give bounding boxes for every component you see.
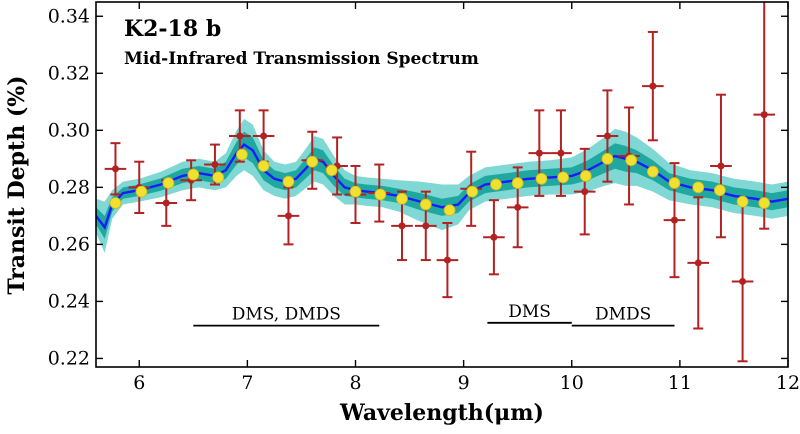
binned-model-point: [557, 171, 569, 184]
binned-model-point: [535, 172, 548, 185]
x-tick-label: 11: [668, 372, 692, 394]
y-tick-label: 0.30: [48, 119, 90, 141]
observed-marker: [162, 199, 170, 207]
y-tick-label: 0.22: [48, 347, 90, 369]
observed-point: [483, 199, 505, 276]
observed-marker: [236, 132, 244, 140]
observed-point: [710, 93, 732, 239]
chart-title: K2-18 b: [124, 16, 221, 42]
observed-point: [104, 142, 127, 196]
x-axis-title: Wavelength(μm): [339, 400, 544, 426]
observed-marker: [694, 259, 702, 267]
binned-model-point: [490, 178, 502, 191]
x-axis: 6 7 8 9 10 11 12: [133, 2, 800, 394]
observed-point: [596, 89, 619, 183]
observed-marker: [284, 212, 292, 220]
y-tick-label: 0.24: [48, 290, 90, 312]
observed-marker: [443, 256, 451, 264]
binned-model-point: [466, 185, 479, 198]
binned-model-point: [692, 181, 705, 194]
binned-model-point: [646, 165, 659, 178]
x-tick-label: 6: [133, 372, 145, 394]
x-tick-label: 8: [349, 372, 361, 394]
observed-point: [277, 186, 300, 246]
annotation-label: DMDS: [595, 305, 651, 325]
binned-model-point: [162, 177, 175, 189]
observed-point: [642, 30, 664, 142]
x-tick-label: 7: [241, 372, 253, 394]
binned-model-point: [396, 192, 408, 205]
x-tick-label: 9: [458, 372, 470, 394]
observed-marker: [111, 165, 119, 173]
y-axis: 0.22 0.24 0.26 0.28 0.30 0.32 0.34: [48, 5, 788, 369]
binned-model-point: [736, 195, 749, 208]
y-axis-title: Transit Depth (%): [4, 75, 30, 294]
observed-marker: [490, 233, 498, 241]
binned-model-point: [668, 177, 681, 189]
model-uncertainty-bands: [96, 118, 788, 253]
binned-model-point: [443, 204, 456, 217]
x-tick-label: 10: [560, 372, 584, 394]
observed-point: [731, 200, 754, 363]
plot-area: DMS, DMDS DMS DMDS: [96, 2, 788, 363]
model-1sigma-band: [96, 131, 788, 239]
binned-model-point: [187, 168, 200, 181]
binned-model-point: [601, 152, 614, 165]
binned-model-point: [713, 184, 726, 197]
observed-marker: [535, 149, 543, 157]
observed-marker: [211, 161, 219, 169]
observed-marker: [717, 162, 725, 170]
molecule-annotations: DMS, DMDS DMS DMDS: [193, 302, 675, 327]
binned-model-point: [325, 164, 338, 177]
observed-point: [436, 221, 459, 299]
y-tick-label: 0.28: [48, 176, 90, 198]
annotation-label: DMS, DMDS: [232, 305, 341, 325]
binned-model-point: [306, 155, 319, 168]
binned-model-point: [109, 197, 122, 209]
binned-model-point: [758, 197, 771, 209]
observed-marker: [739, 277, 747, 285]
observed-point: [687, 196, 710, 330]
binned-model-point: [419, 198, 432, 211]
plot-frame: [95, 1, 789, 368]
binned-model-point: [236, 148, 248, 161]
y-tick-label: 0.34: [48, 5, 90, 27]
observed-marker: [581, 188, 589, 196]
binned-model-point: [511, 177, 524, 189]
binned-model-point: [579, 170, 592, 182]
binned-model-point: [135, 185, 148, 198]
annotation-label: DMS: [508, 302, 551, 322]
observed-marker: [670, 216, 678, 224]
observed-marker: [422, 222, 430, 230]
binned-model-point: [257, 160, 270, 172]
chart-subtitle: Mid-Infrared Transmission Spectrum: [124, 49, 479, 69]
binned-model-point: [625, 154, 638, 167]
binned-model-points: [109, 148, 771, 217]
binned-model-point: [212, 171, 225, 184]
y-tick-label: 0.26: [48, 233, 90, 255]
observed-marker: [514, 203, 522, 211]
observed-marker: [649, 82, 657, 90]
observed-point: [180, 159, 202, 202]
observed-marker: [603, 132, 611, 140]
binned-model-point: [374, 188, 387, 201]
observed-marker: [398, 222, 406, 230]
binned-model-point: [282, 175, 295, 188]
observed-marker: [557, 149, 565, 157]
observed-marker: [760, 111, 768, 119]
observed-point: [573, 147, 596, 236]
binned-model-point: [349, 185, 362, 198]
x-tick-label: 12: [776, 372, 800, 394]
y-tick-label: 0.32: [48, 62, 90, 84]
observed-marker: [260, 132, 268, 140]
observed-point: [753, 2, 776, 230]
